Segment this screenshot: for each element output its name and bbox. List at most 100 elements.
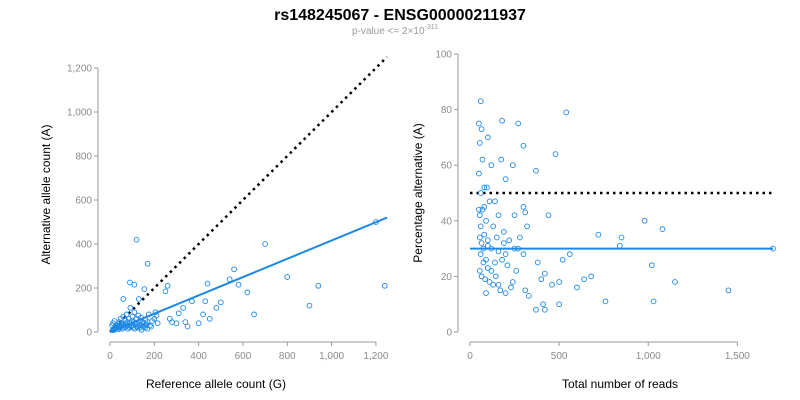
- left-data-point: [231, 266, 237, 273]
- left-data-point: [244, 289, 251, 296]
- right-data-point: [492, 198, 498, 205]
- left-x-tick-label: 0: [107, 351, 113, 362]
- left-data-point: [173, 320, 180, 327]
- right-data-point: [725, 287, 732, 294]
- right-data-point: [479, 206, 486, 213]
- left-y-tick-label: 1,200: [67, 64, 92, 75]
- right-data-point: [659, 226, 666, 232]
- right-data-point: [549, 281, 555, 288]
- right-data-point: [618, 234, 625, 241]
- right-data-point: [524, 223, 530, 230]
- left-y-axis-label: Alternative allele count (A): [39, 124, 53, 264]
- left-x-tick-label: 200: [146, 351, 163, 362]
- right-data-point: [476, 234, 483, 241]
- right-data-point: [502, 176, 509, 182]
- right-data-point: [533, 306, 539, 313]
- left-data-point: [206, 315, 213, 322]
- right-data-point: [511, 212, 518, 219]
- right-data-point: [513, 267, 520, 274]
- left-data-point: [200, 311, 206, 318]
- left-y-tick-label: 200: [75, 284, 92, 295]
- left-data-point: [202, 298, 209, 305]
- right-data-point: [502, 251, 509, 258]
- left-y-tick-label: 600: [75, 196, 92, 207]
- right-data-point: [486, 279, 493, 285]
- left-data-point: [133, 236, 140, 243]
- left-data-point: [262, 241, 268, 247]
- right-data-point: [476, 170, 482, 177]
- right-data-point: [483, 290, 489, 296]
- right-x-axis-label: Total number of reads: [562, 377, 678, 391]
- right-data-point: [484, 134, 491, 141]
- left-data-point: [204, 280, 211, 287]
- right-data-point: [515, 120, 521, 127]
- right-y-tick-label: 60: [441, 161, 453, 172]
- right-data-point: [502, 290, 509, 296]
- right-data-point: [499, 117, 505, 124]
- left-fit-line: [109, 216, 388, 333]
- right-data-point: [501, 229, 507, 235]
- right-data-point: [492, 273, 499, 280]
- right-data-point: [483, 256, 489, 263]
- right-data-point: [490, 223, 497, 230]
- right-data-point: [495, 248, 502, 255]
- left-y-tick-label: 0: [86, 328, 92, 339]
- left-data-point: [141, 286, 148, 292]
- left-data-point: [180, 304, 186, 311]
- left-data-point: [135, 296, 142, 302]
- right-data-point: [492, 259, 498, 266]
- left-data-point: [154, 320, 161, 327]
- left-data-point: [123, 311, 130, 318]
- right-data-point: [542, 270, 548, 277]
- left-data-point: [120, 296, 127, 302]
- left-x-tick-label: 1,000: [319, 351, 344, 362]
- right-data-point: [520, 142, 527, 149]
- left-y-tick-label: 1,000: [67, 108, 92, 119]
- right-data-point: [522, 287, 529, 294]
- left-data-point: [251, 311, 257, 318]
- left-data-point: [162, 288, 169, 295]
- right-data-point: [559, 256, 566, 263]
- right-x-tick-label: 0: [467, 351, 473, 362]
- right-data-point: [522, 209, 529, 216]
- right-x-tick-label: 1,500: [725, 351, 750, 362]
- left-data-point: [144, 260, 151, 267]
- right-data-point: [545, 212, 552, 219]
- right-data-point: [493, 234, 500, 241]
- left-x-tick-label: 600: [235, 351, 252, 362]
- right-y-tick-label: 20: [441, 272, 453, 283]
- left-data-point: [195, 320, 202, 327]
- left-data-point: [175, 310, 182, 317]
- right-data-point: [483, 217, 489, 224]
- right-data-point: [481, 184, 488, 191]
- right-data-point: [490, 281, 497, 288]
- right-data-point: [595, 231, 602, 238]
- left-data-point: [235, 281, 242, 288]
- right-data-point: [501, 240, 507, 246]
- right-data-point: [520, 251, 527, 258]
- right-data-point: [574, 284, 580, 291]
- left-data-point: [131, 309, 138, 316]
- figure-subtitle: p-value <= 2×10-311: [352, 24, 438, 37]
- right-y-tick-label: 0: [446, 328, 452, 339]
- left-data-point: [148, 323, 154, 330]
- left-x-tick-label: 800: [279, 351, 296, 362]
- right-data-point: [477, 251, 484, 258]
- right-data-point: [488, 162, 495, 169]
- figure-title: rs148245067 - ENSG00000211937: [274, 7, 526, 24]
- right-data-point: [495, 212, 502, 219]
- left-data-point: [381, 282, 388, 289]
- right-data-point: [476, 212, 483, 219]
- right-data-point: [480, 259, 487, 266]
- right-data-point: [495, 281, 502, 288]
- left-data-point: [284, 274, 291, 280]
- right-data-point: [533, 167, 539, 174]
- right-data-point: [484, 237, 491, 244]
- right-data-point: [478, 126, 485, 132]
- left-data-point: [131, 281, 138, 288]
- right-data-point: [478, 240, 485, 246]
- left-y-tick-label: 400: [75, 240, 92, 251]
- right-data-point: [520, 204, 527, 210]
- right-data-point: [476, 140, 483, 146]
